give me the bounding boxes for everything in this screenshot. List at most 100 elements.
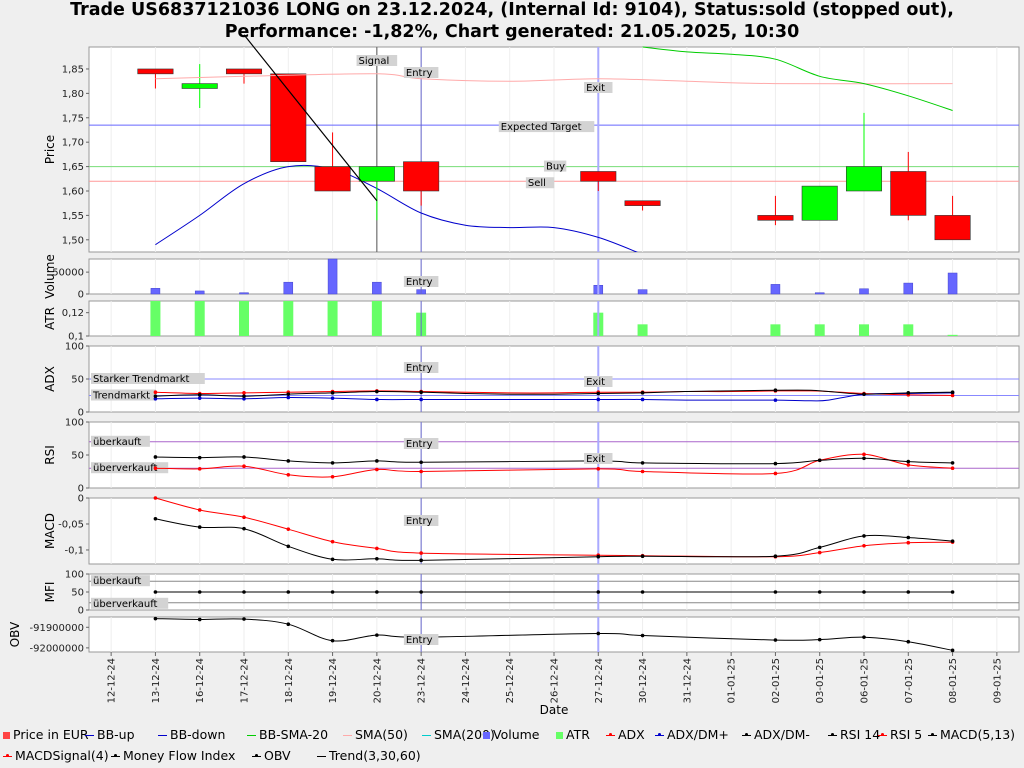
legend-swatch	[317, 756, 326, 757]
macd-signal-line-point	[197, 508, 202, 512]
macd-line-point	[773, 554, 778, 559]
adx-axis-title: ADX	[43, 366, 57, 392]
price-plot	[89, 47, 1019, 252]
x-tick-label: 27-12-24	[594, 658, 605, 703]
obv-line-point	[640, 633, 645, 638]
macd-signal-line-point	[242, 515, 246, 520]
legend-item: SMA(200)	[422, 724, 495, 745]
adx-dm-plus-line-point	[419, 397, 423, 402]
x-tick-label: 17-12-24	[240, 658, 251, 703]
rsi5-line-point	[197, 467, 202, 471]
x-tick-label: 09-01-25	[992, 658, 1003, 703]
adx-dm-plus-line-point	[640, 397, 645, 402]
macd-signal-line-point	[330, 539, 335, 544]
price-vline-label-exit: Exit	[586, 83, 605, 94]
adx-dm-minus-line-point	[950, 390, 955, 395]
mfi-oversold-label-bg	[91, 597, 169, 609]
macd-line-point	[906, 535, 911, 540]
candle-body	[845, 166, 883, 192]
atr-bar	[194, 301, 205, 336]
legend-item: OBV	[252, 745, 291, 766]
adx-hline-label-bg	[91, 373, 205, 384]
atr-bar	[859, 324, 869, 336]
macd-signal-line-point	[817, 550, 822, 555]
legend-label: Trend(3,30,60)	[329, 748, 421, 763]
volume-bar	[814, 292, 825, 295]
macd-line-point	[153, 516, 158, 521]
mfi-line-point	[596, 590, 601, 594]
legend-item: BB-SMA-20	[247, 724, 328, 745]
mfi-line-point	[862, 590, 866, 594]
price-hline-label-expected-target-bg	[498, 121, 595, 133]
adx-dm-plus-line-point	[153, 397, 158, 401]
macd-signal-line-point	[419, 551, 423, 555]
adx-dm-minus-line-point	[330, 391, 335, 395]
legend-label: BB-SMA-20	[259, 727, 329, 742]
legend-swatch	[483, 732, 490, 739]
chart-title-line-1: Trade US6837121036 LONG on 23.12.2024, (…	[70, 0, 954, 20]
bb-sma20-line	[642, 46, 953, 111]
legend-dot	[658, 733, 661, 736]
mfi-line-point	[153, 590, 158, 594]
candle-body	[225, 68, 263, 75]
rsi5-line-point	[906, 463, 911, 467]
legend-label: SMA(50)	[355, 727, 408, 742]
rsi-ytick-label: 50	[71, 451, 84, 462]
rsi14-line	[155, 456, 953, 465]
volume-bar	[947, 272, 958, 295]
legend-item: Trend(3,30,60)	[317, 745, 421, 766]
mfi-ytick-label: 50	[71, 588, 84, 599]
legend-swatch	[3, 754, 12, 757]
macd-signal-line	[155, 497, 953, 558]
volume-entry-label: Entry	[406, 277, 433, 288]
macd-line-point	[817, 545, 822, 550]
rsi14-line-point	[286, 459, 291, 463]
sma50-line	[155, 73, 953, 85]
legend-item: MACD(5,13)	[928, 724, 1015, 745]
legend-label: SMA(200)	[434, 727, 495, 742]
volume-axis-title: Volume	[43, 254, 57, 299]
legend-item: ADX	[606, 724, 645, 745]
x-tick-label: 25-12-24	[505, 658, 516, 703]
legend-item: RSI 14	[828, 724, 880, 745]
rsi5-line-point	[419, 469, 423, 474]
legend-item: Money Flow Index	[111, 745, 235, 766]
rsi-ytick-label: 0	[78, 484, 84, 495]
volume-bar	[239, 292, 249, 295]
legend-swatch	[742, 733, 751, 736]
rsi14-line-point	[640, 461, 645, 465]
macd-signal-line-point	[862, 544, 866, 548]
rsi5-line-point	[286, 473, 291, 477]
mfi-line-point	[419, 590, 423, 594]
candle-body	[358, 166, 395, 182]
adx-dm-plus-line-point	[197, 396, 202, 400]
adx-line-point	[950, 393, 955, 398]
mfi-line-point	[817, 590, 822, 594]
adx-dm-minus-line-point	[286, 392, 291, 396]
candle-body	[801, 185, 838, 221]
legend-label: ADX/DM+	[667, 727, 729, 742]
price-vline-label-exit-bg	[584, 82, 613, 93]
candle-body	[137, 68, 174, 75]
legend-item: MACDSignal(4)	[3, 745, 109, 766]
adx-ytick-label: 0	[78, 408, 84, 419]
rsi5-line-point	[330, 474, 335, 479]
legend-swatch	[158, 735, 167, 736]
adx-dm-minus-line-point	[862, 392, 866, 396]
rsi-overbought-label: überkauft	[93, 437, 141, 448]
mfi-line-point	[375, 590, 379, 594]
adx-hline-label: Trendmarkt	[92, 391, 150, 402]
volume-ytick-label: 0	[78, 290, 84, 301]
volume-bar	[903, 282, 914, 295]
x-tick-label: 02-01-25	[771, 658, 782, 703]
atr-ytick-label: 0,1	[68, 332, 84, 343]
rsi14-line-point	[375, 459, 379, 463]
price-hline-label-buy-bg	[543, 160, 567, 172]
legend-swatch	[247, 735, 256, 736]
x-tick-label: 07-01-25	[904, 658, 915, 703]
price-hline-label-buy: Buy	[546, 162, 565, 173]
macd-signal-line-point	[153, 496, 158, 500]
volume-bar	[327, 258, 338, 295]
adx-dm-minus-line-point	[375, 389, 379, 394]
x-tick-label: 24-12-24	[461, 658, 472, 703]
